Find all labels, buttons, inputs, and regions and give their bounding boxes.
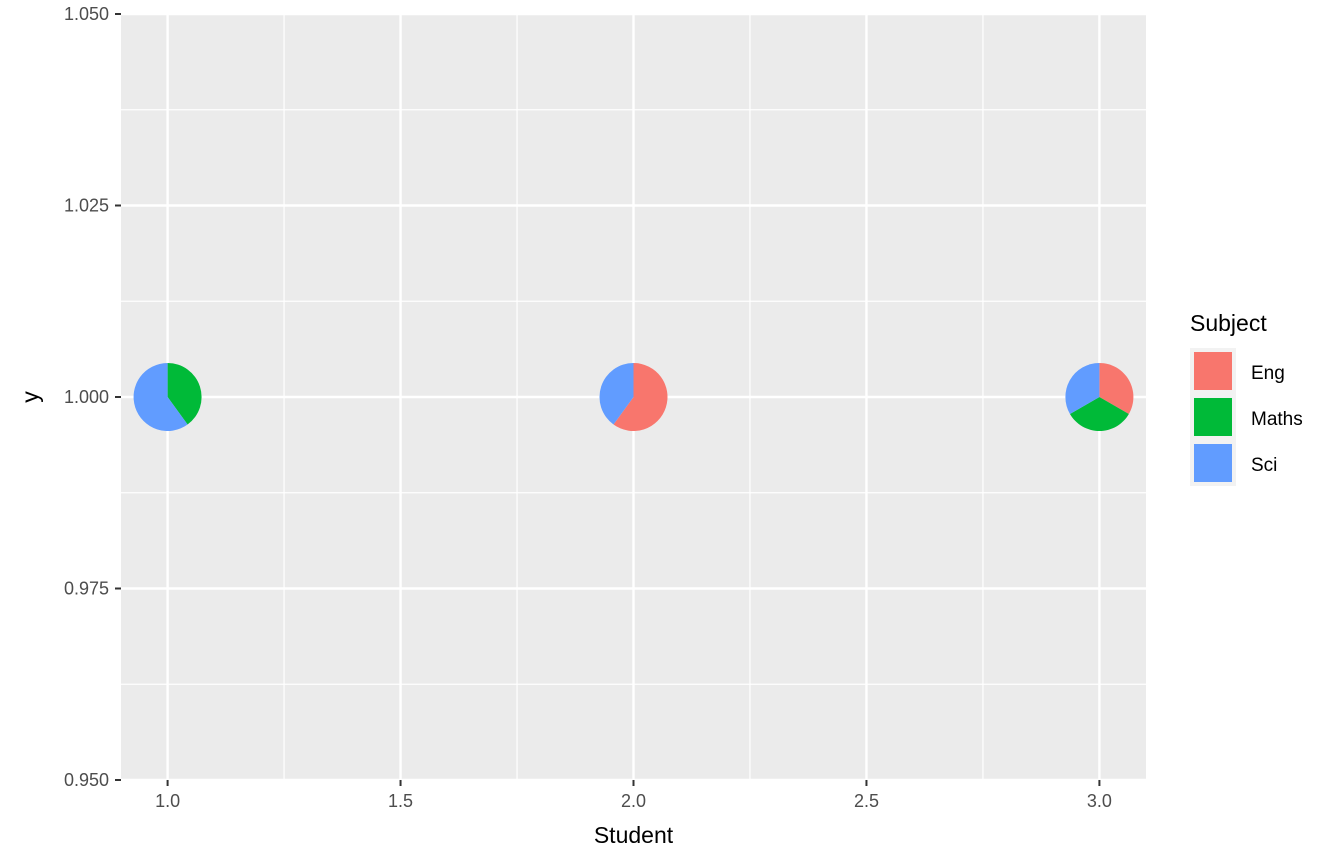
y-tick-label: 0.975 bbox=[64, 579, 109, 599]
y-tick-labels: 0.950 0.975 1.000 1.025 1.050 bbox=[64, 4, 109, 790]
legend-title: Subject bbox=[1190, 310, 1267, 336]
y-axis-title: y bbox=[17, 391, 43, 403]
x-tick-label: 2.5 bbox=[854, 791, 879, 811]
x-tick-label: 3.0 bbox=[1087, 791, 1112, 811]
legend-key-sci bbox=[1194, 444, 1232, 482]
axis-ticks bbox=[115, 13, 1101, 786]
x-tick-label: 2.0 bbox=[621, 791, 646, 811]
pie-slice-sci bbox=[599, 363, 634, 425]
pie-markers bbox=[133, 363, 1134, 432]
legend: Subject Eng Maths Sci bbox=[1190, 310, 1303, 486]
legend-key-maths bbox=[1194, 398, 1232, 436]
x-axis-title: Student bbox=[594, 822, 674, 848]
y-tick-label: 1.025 bbox=[64, 196, 109, 216]
x-tick-labels: 1.0 1.5 2.0 2.5 3.0 bbox=[155, 791, 1112, 811]
pie-slice-sci bbox=[1065, 363, 1100, 415]
pie-slice-maths bbox=[1069, 397, 1129, 432]
legend-label-sci: Sci bbox=[1251, 455, 1277, 476]
x-tick-label: 1.0 bbox=[155, 791, 180, 811]
pie-slice-eng bbox=[613, 363, 668, 432]
legend-label-eng: Eng bbox=[1251, 363, 1285, 384]
y-tick-label: 0.950 bbox=[64, 770, 109, 790]
pie-slice-maths bbox=[167, 363, 202, 425]
legend-key-eng bbox=[1194, 352, 1232, 390]
legend-label-maths: Maths bbox=[1251, 409, 1303, 430]
pie-slice-sci bbox=[133, 363, 188, 432]
x-tick-label: 1.5 bbox=[388, 791, 413, 811]
pie-slice-eng bbox=[1099, 363, 1134, 414]
y-tick-label: 1.000 bbox=[64, 387, 109, 407]
y-tick-label: 1.050 bbox=[64, 4, 109, 24]
